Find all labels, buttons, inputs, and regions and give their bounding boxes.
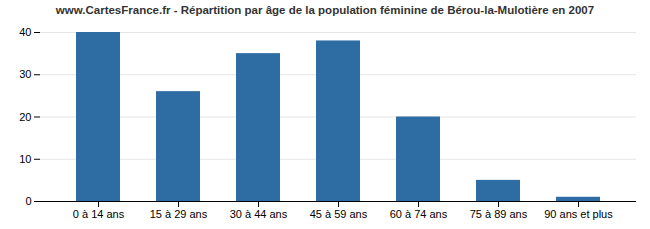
svg-text:20: 20 — [19, 111, 31, 123]
svg-text:30 à 44 ans: 30 à 44 ans — [230, 208, 288, 220]
svg-text:30: 30 — [19, 68, 31, 80]
svg-text:60 à 74 ans: 60 à 74 ans — [390, 208, 448, 220]
svg-text:10: 10 — [19, 153, 31, 165]
svg-text:0 à 14 ans: 0 à 14 ans — [73, 208, 125, 220]
svg-text:15 à 29 ans: 15 à 29 ans — [150, 208, 208, 220]
svg-text:0: 0 — [25, 195, 31, 207]
svg-text:45 à 59 ans: 45 à 59 ans — [310, 208, 368, 220]
html-text:www.CartesFrance.fr - Répartit: www.CartesFrance.fr - Répartition par âg… — [55, 4, 595, 16]
svg-text:75 à 89 ans: 75 à 89 ans — [470, 208, 528, 220]
svg-text:40: 40 — [19, 26, 31, 38]
svg-text:90 ans et plus: 90 ans et plus — [544, 208, 613, 220]
